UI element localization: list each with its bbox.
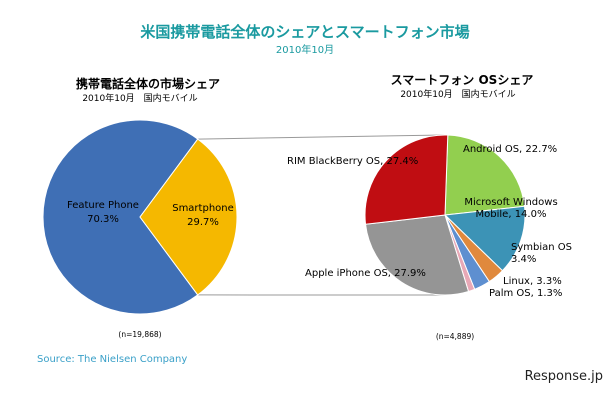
zoom-connector-lines: [197, 134, 446, 296]
slice-microsoft-windows-mobile: [443, 205, 526, 272]
slice-smartphone: [139, 138, 238, 296]
left-chart-title: 携帯電話全体の市場シェア: [76, 76, 220, 91]
label-android-os: Android OS, 22.7%: [463, 144, 557, 155]
pie-smartphone-os: Android OS, 22.7% Microsoft Windows Mobile…: [287, 134, 572, 299]
label-smartphone-name: Smartphone: [172, 203, 234, 214]
chart-subtitle: 2010年10月: [276, 43, 334, 56]
slice-apple-iphone-os: [364, 214, 470, 296]
label-apple-iphone-os: Apple iPhone OS, 27.9%: [305, 268, 426, 279]
label-symbian-os: Symbian OS 3.4%: [511, 242, 572, 265]
right-sample-size: (n=4,889): [436, 332, 474, 341]
label-rim-blackberry-os: RIM BlackBerry OS, 27.4%: [287, 156, 418, 167]
pie-overall-market: Feature Phone 70.3% Smartphone 29.7%: [42, 119, 238, 315]
label-windows-mobile: Microsoft Windows Mobile, 14.0%: [464, 197, 557, 220]
chart-title: 米国携帯電話全体のシェアとスマートフォン市場: [140, 23, 469, 41]
slice-feature-phone: [42, 119, 199, 315]
right-chart-period: 2010年10月 国内モバイル: [400, 88, 515, 100]
left-chart-period: 2010年10月 国内モバイル: [82, 92, 197, 104]
label-linux: Linux, 3.3%: [503, 276, 562, 287]
right-chart-title: スマートフォン OSシェア: [391, 73, 534, 87]
label-feature-phone-value: 70.3%: [87, 214, 119, 225]
source-note: Source: The Nielsen Company: [37, 354, 187, 365]
left-sample-size: (n=19,868): [118, 330, 161, 339]
slice-android-os: [444, 134, 526, 216]
label-smartphone-value: 29.7%: [187, 217, 219, 228]
credit-watermark: Response.jp: [525, 369, 603, 384]
label-palm-os: Palm OS, 1.3%: [489, 288, 562, 299]
label-feature-phone-name: Feature Phone: [67, 200, 139, 211]
connector-line-top: [197, 134, 446, 140]
slice-rim-blackberry-os: [364, 134, 449, 225]
